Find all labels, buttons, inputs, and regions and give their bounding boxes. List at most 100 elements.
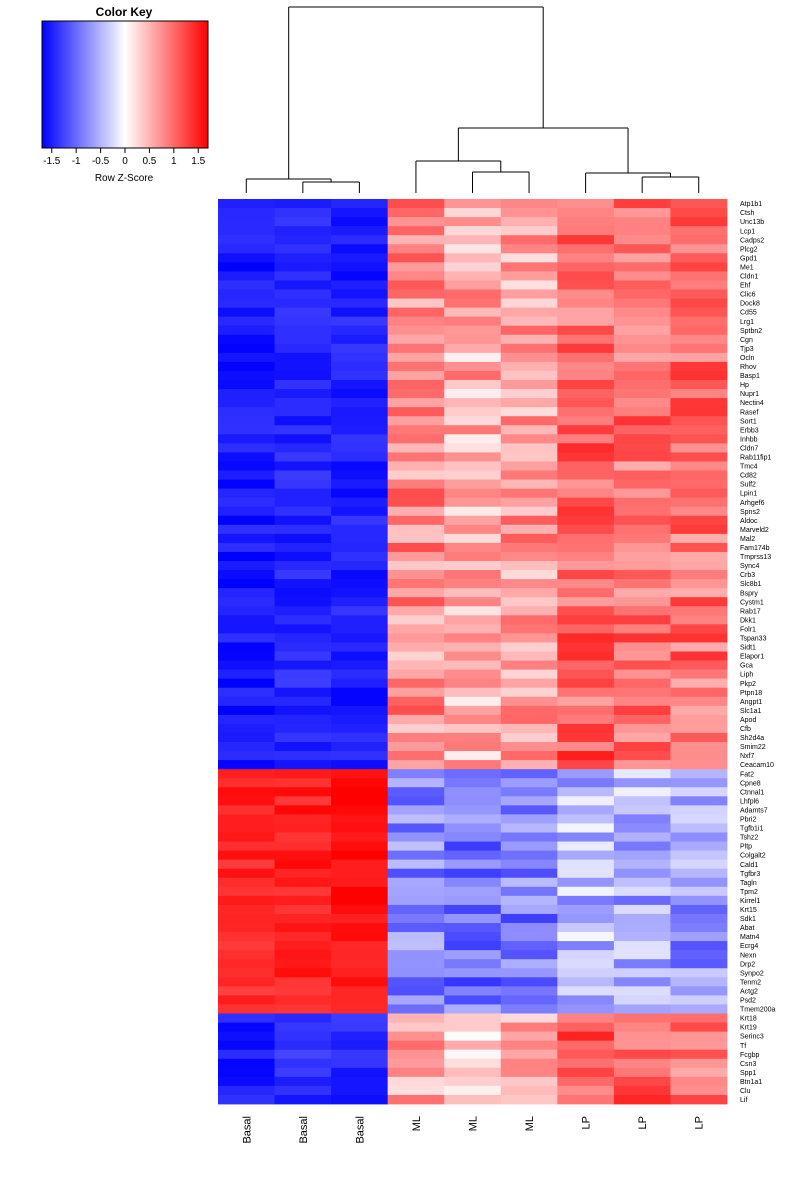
- heatmap-cell: [557, 705, 615, 716]
- heatmap-cell: [670, 660, 728, 670]
- heatmap-cell: [613, 714, 671, 725]
- heatmap-cell: [444, 352, 502, 363]
- heatmap-cell: [444, 977, 502, 987]
- heatmap-cell: [613, 570, 671, 580]
- heatmap-cell: [331, 443, 389, 453]
- row-label: Tmem200a: [740, 1007, 776, 1014]
- heatmap-cell: [670, 551, 728, 562]
- heatmap-cell: [613, 343, 671, 354]
- heatmap-cell: [331, 841, 389, 851]
- heatmap-cell: [500, 841, 558, 851]
- heatmap-cell: [613, 814, 671, 824]
- heatmap-cell: [331, 606, 389, 616]
- heatmap-cell: [218, 307, 275, 318]
- heatmap-cell: [218, 443, 275, 453]
- heatmap-cell: [218, 841, 275, 851]
- heatmap-cell: [331, 334, 389, 345]
- heatmap-cell: [387, 361, 445, 372]
- heatmap-cell: [274, 280, 332, 290]
- heatmap-cell: [218, 289, 275, 299]
- heatmap-cell: [670, 461, 728, 471]
- heatmap-cell: [500, 298, 558, 308]
- heatmap-cell: [274, 732, 332, 743]
- heatmap-cell: [557, 542, 615, 553]
- heatmap-cell: [218, 262, 275, 272]
- heatmap-cell: [557, 823, 615, 833]
- color-key-tick-label: -1: [72, 156, 81, 167]
- heatmap-cell: [218, 868, 275, 879]
- row-label: Pltp: [740, 844, 752, 851]
- heatmap-cell: [331, 950, 389, 960]
- heatmap-cell: [387, 742, 445, 752]
- row-label: Serinc3: [740, 1034, 764, 1041]
- heatmap-cell: [500, 696, 558, 707]
- heatmap-cell: [387, 841, 445, 851]
- row-label: Ehf: [740, 283, 751, 290]
- color-key-tick-label: 0.5: [142, 156, 156, 167]
- heatmap-cell: [331, 588, 389, 598]
- heatmap-cell: [670, 877, 728, 888]
- heatmap-cell: [557, 579, 615, 589]
- heatmap-cell: [331, 687, 389, 698]
- heatmap-cell: [670, 579, 728, 589]
- heatmap-cell: [331, 995, 389, 1005]
- heatmap-cell: [557, 651, 615, 661]
- heatmap-cell: [500, 669, 558, 680]
- heatmap-cell: [331, 977, 389, 987]
- row-label: Hp: [740, 382, 749, 389]
- heatmap-cell: [387, 352, 445, 363]
- heatmap-cell: [387, 244, 445, 254]
- heatmap-cell: [274, 307, 332, 318]
- heatmap-cell: [613, 497, 671, 508]
- heatmap-cell: [444, 497, 502, 508]
- heatmap-cell: [444, 343, 502, 354]
- heatmap-cell: [218, 742, 275, 752]
- heatmap-cell: [331, 542, 389, 553]
- heatmap-cell: [274, 751, 332, 761]
- heatmap-cell: [670, 823, 728, 833]
- heatmap-cell: [613, 624, 671, 634]
- heatmap-cell: [613, 850, 671, 861]
- heatmap-cell: [387, 488, 445, 499]
- heatmap-cell: [274, 787, 332, 797]
- heatmap-cell: [444, 814, 502, 824]
- heatmap-cell: [274, 669, 332, 680]
- heatmap-cell: [557, 950, 615, 960]
- heatmap-cell: [331, 253, 389, 263]
- heatmap-cell: [670, 787, 728, 797]
- heatmap-cell: [557, 868, 615, 879]
- heatmap-cell: [500, 316, 558, 327]
- heatmap-cell: [670, 1058, 728, 1069]
- heatmap-cell: [557, 407, 615, 417]
- heatmap-cell: [444, 1049, 502, 1060]
- heatmap-cell: [387, 570, 445, 580]
- heatmap-cell: [218, 696, 275, 707]
- color-key-xlabel: Row Z-Score: [95, 173, 154, 184]
- heatmap-cell: [500, 904, 558, 915]
- heatmap-cell: [274, 624, 332, 634]
- heatmap-cell: [218, 606, 275, 616]
- heatmap-cell: [274, 226, 332, 236]
- heatmap-cell: [557, 1013, 615, 1023]
- heatmap-cell: [387, 968, 445, 978]
- heatmap-cell: [613, 769, 671, 779]
- heatmap-cell: [670, 950, 728, 960]
- heatmap-cell: [444, 479, 502, 489]
- heatmap-cell: [670, 524, 728, 535]
- heatmap-cell: [613, 208, 671, 218]
- heatmap-cell: [670, 959, 728, 969]
- heatmap-cell: [274, 895, 332, 906]
- heatmap-cell: [274, 470, 332, 480]
- heatmap-cell: [331, 597, 389, 607]
- heatmap-cell: [218, 723, 275, 734]
- heatmap-cell: [444, 895, 502, 906]
- heatmap-cell: [500, 877, 558, 888]
- heatmap-cell: [670, 832, 728, 842]
- column-label: LP: [694, 1116, 706, 1129]
- heatmap-cell: [444, 1067, 502, 1078]
- heatmap-cell: [331, 723, 389, 734]
- heatmap-cell: [500, 380, 558, 390]
- heatmap-cell: [670, 723, 728, 734]
- heatmap-cell: [331, 352, 389, 363]
- heatmap-cell: [670, 370, 728, 381]
